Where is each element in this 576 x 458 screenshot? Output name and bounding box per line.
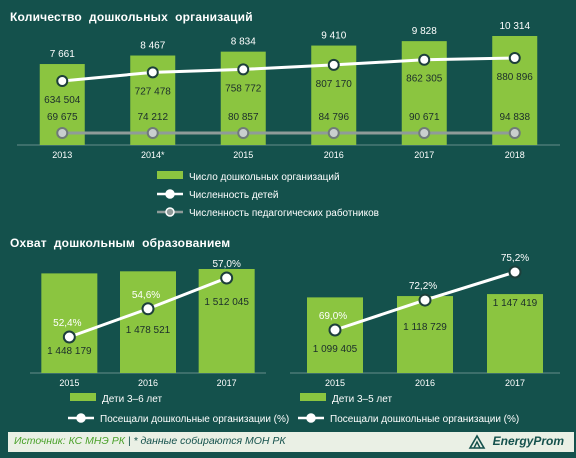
chart1-staff-label: 94 838: [499, 112, 530, 123]
chart2-bar-label: 1 512 045: [204, 297, 249, 308]
chart2-bar: [120, 271, 176, 373]
footer: Источник: КС МНЭ РК | * данные собираютс…: [8, 432, 574, 452]
chart1-legend-children-swatch-marker: [165, 189, 175, 199]
chart1-children-line: [62, 56, 515, 83]
chart2-bar-label: 1 448 179: [47, 346, 92, 357]
chart1-staff-label: 74 212: [137, 112, 168, 123]
chart1-staff-label: 90 671: [409, 112, 440, 123]
chart1-staff-point: [237, 127, 250, 139]
chart3-legend-pct-label: Посещали дошкольные организации (%): [330, 414, 519, 425]
chart1-children-label: 727 478: [135, 86, 172, 97]
chart3-bar-label: 1 118 729: [403, 322, 447, 333]
chart1-children-point: [418, 53, 431, 66]
chart1-bar-label: 8 467: [140, 41, 165, 52]
chart2-legend-pct-label: Посещали дошкольные организации (%): [100, 414, 289, 425]
chart1-bar-label: 10 314: [499, 21, 530, 32]
chart2-bar: [41, 273, 98, 373]
chart1-children-label: 634 504: [44, 95, 81, 106]
chart1-children-point: [237, 63, 250, 76]
chart3-tick-label: 2017: [505, 378, 525, 388]
chart2-bar-label: 1 478 521: [126, 325, 171, 336]
chart3-bar: [397, 296, 453, 373]
chart1-legend-staff-label: Численность педагогических работников: [189, 207, 379, 219]
chart3-bar-label: 1 099 405: [313, 344, 358, 355]
chart1-bar-label: 7 661: [50, 49, 75, 60]
chart3-tick-label: 2016: [415, 378, 435, 388]
chart2-tick-label: 2015: [59, 378, 79, 388]
chart1-legend-children-label: Численность детей: [189, 190, 279, 201]
chart2-tick-label: 2017: [217, 378, 237, 388]
chart1-bar-label: 8 834: [231, 37, 256, 48]
chart1-children-label: 807 170: [316, 79, 353, 90]
chart3-tick-label: 2015: [325, 378, 345, 388]
chart2-pct-label: 52,4%: [53, 318, 81, 329]
chart1-children-point: [146, 66, 159, 79]
chart1-children-label: 862 305: [406, 74, 443, 85]
chart1-staff-label: 84 796: [318, 112, 349, 123]
chart2-pct-label: 54,6%: [132, 290, 160, 301]
chart1-legend-bars-label: Число дошкольных организаций: [189, 172, 340, 183]
source-note: | * данные собираются МОН РК: [124, 435, 286, 447]
chart1-legend-bars-swatch: [157, 171, 183, 179]
chart1-legend-staff-swatch-marker: [165, 207, 175, 217]
chart1-children-point: [508, 52, 521, 64]
chart2-legend-pct-swatch-marker: [76, 413, 86, 423]
chart1-staff-label: 69 675: [47, 112, 78, 123]
chart2-pct-point: [62, 330, 76, 344]
chart3-pct-label: 75,2%: [501, 253, 529, 264]
chart1-title: Количество дошкольных организаций: [10, 10, 253, 24]
chart1-tick-label: 2015: [233, 150, 253, 160]
chart1-staff-point: [327, 127, 340, 139]
chart2-legend-bars-swatch: [70, 393, 96, 401]
chart1-staff-point: [146, 127, 159, 139]
energyprom-logo-icon: [468, 434, 486, 449]
source-label: Источник:: [14, 435, 66, 447]
chart2-pct-point: [141, 302, 155, 316]
chart1-tick-label: 2013: [52, 150, 72, 160]
chart3-pct-point: [418, 293, 432, 307]
chart1-staff-point: [508, 127, 521, 139]
chart1-staff-point: [56, 127, 69, 139]
chart1-bar-label: 9 828: [412, 26, 437, 37]
chart2-pct-label: 57,0%: [212, 259, 240, 270]
chart3-bar-label: 1 147 419: [493, 298, 538, 309]
chart2-tick-label: 2016: [138, 378, 158, 388]
chart1-tick-label: 2014*: [141, 150, 165, 160]
chart3-legend-bars-swatch: [300, 393, 326, 401]
chart2-pct-point: [220, 271, 234, 285]
chart1-children-label: 880 896: [497, 72, 534, 83]
brand-name: EnergyProm: [492, 434, 564, 448]
chart1-tick-label: 2017: [414, 150, 434, 160]
chart3-legend-bars-label: Дети 3–5 лет: [332, 394, 392, 405]
chart1-children-point: [327, 58, 340, 71]
chart3-pct-label: 72,2%: [409, 281, 437, 292]
chart1-staff-point: [418, 127, 431, 139]
chart3-legend-pct-swatch-marker: [306, 413, 316, 423]
source-line: Источник: КС МНЭ РК | * данные собираютс…: [14, 435, 286, 447]
chart1-tick-label: 2018: [505, 150, 525, 160]
chart2-legend-bars-label: Дети 3–6 лет: [102, 394, 162, 405]
chart3-pct-point: [328, 323, 342, 337]
chart3-bar: [487, 294, 543, 373]
chart1-children-point: [56, 75, 69, 87]
chart1-children-label: 758 772: [225, 83, 262, 94]
chart3-pct-point: [508, 265, 522, 279]
chart2-title: Охват дошкольным образованием: [10, 236, 231, 250]
chart3-pct-label: 69,0%: [319, 311, 347, 322]
source-value: КС МНЭ РК: [68, 435, 125, 447]
chart1-tick-label: 2016: [324, 150, 344, 160]
chart1-staff-label: 80 857: [228, 112, 259, 123]
chart1-bar-label: 9 410: [321, 31, 346, 42]
